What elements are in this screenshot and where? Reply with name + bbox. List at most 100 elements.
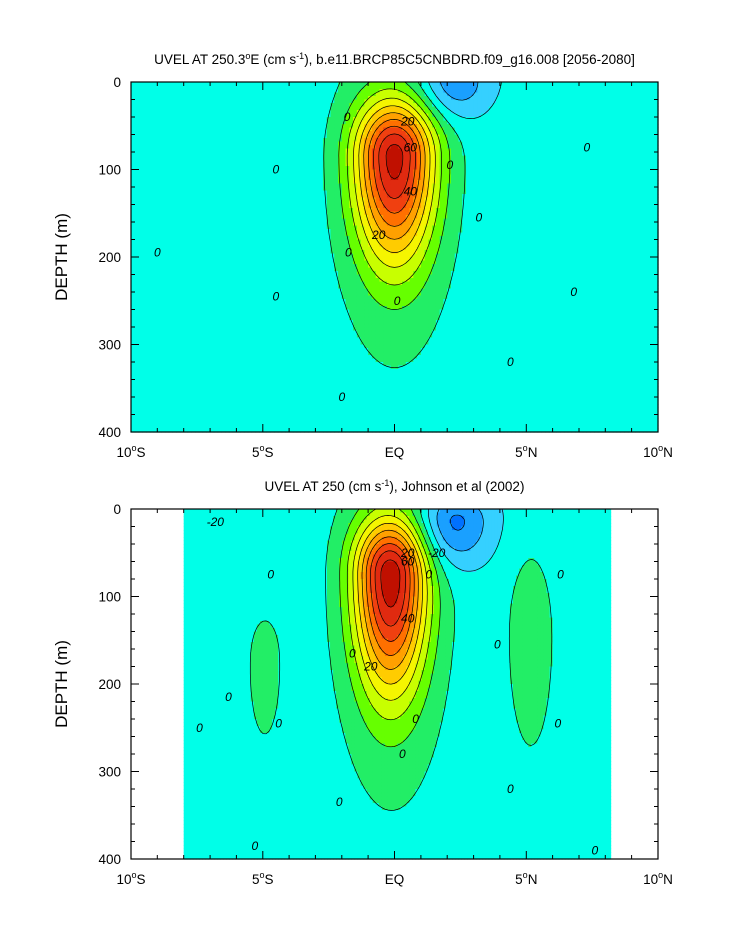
- contour-cell: [277, 386, 283, 391]
- contour-cell: [236, 418, 241, 423]
- contour-cell: [236, 197, 241, 202]
- contour-cell: [191, 302, 196, 307]
- contour-cell: [138, 236, 143, 241]
- contour-cell: [247, 320, 253, 325]
- contour-cell: [311, 169, 317, 174]
- contour-cell: [146, 257, 151, 262]
- contour-cell: [300, 390, 305, 395]
- contour-cell: [274, 302, 279, 307]
- contour-cell: [134, 239, 140, 244]
- contour-cell: [307, 148, 313, 153]
- contour-cell: [191, 201, 196, 206]
- contour-cell: [172, 173, 177, 178]
- contour-cell: [142, 99, 147, 104]
- contour-cell: [315, 260, 320, 265]
- contour-cell: [183, 243, 189, 248]
- contour-cell: [270, 124, 275, 129]
- contour-cell: [146, 379, 151, 384]
- contour-cell: [228, 85, 234, 90]
- contour-cell: [258, 204, 264, 209]
- contour-cell: [183, 208, 189, 213]
- contour-cell: [258, 407, 264, 412]
- contour-cell: [228, 113, 234, 118]
- contour-cell: [134, 404, 140, 409]
- contour-cell: [300, 145, 305, 150]
- contour-cell: [289, 211, 294, 216]
- contour-cell: [285, 229, 290, 234]
- contour-cell: [146, 253, 151, 258]
- contour-cell: [311, 243, 317, 248]
- contour-cell: [225, 85, 230, 90]
- contour-cell: [307, 260, 313, 265]
- contour-cell: [194, 292, 200, 297]
- contour-cell: [232, 292, 237, 297]
- contour-cell: [221, 145, 226, 150]
- contour-cell: [240, 267, 245, 272]
- contour-cell: [277, 355, 283, 360]
- contour-cell: [172, 232, 177, 237]
- contour-cell: [142, 246, 147, 251]
- contour-cell: [300, 334, 305, 339]
- contour-cell: [266, 299, 271, 304]
- contour-cell: [161, 194, 166, 199]
- contour-cell: [300, 323, 305, 328]
- contour-cell: [300, 281, 305, 286]
- contour-cell: [191, 288, 196, 293]
- contour-cell: [142, 222, 147, 227]
- contour-cell: [153, 295, 158, 300]
- contour-cell: [217, 355, 222, 360]
- contour-cell: [194, 155, 200, 160]
- contour-cell: [289, 99, 294, 104]
- contour-cell: [285, 194, 290, 199]
- contour-cell: [157, 183, 162, 188]
- contour-cell: [131, 215, 136, 220]
- contour-cell: [236, 320, 241, 325]
- contour-cell: [232, 260, 237, 265]
- contour-cell: [251, 390, 256, 395]
- contour-cell: [183, 162, 189, 167]
- contour-cell: [179, 187, 185, 192]
- contour-cell: [307, 386, 313, 391]
- contour-cell: [225, 141, 230, 146]
- contour-cell: [266, 222, 271, 227]
- contour-cell: [315, 313, 320, 318]
- contour-cell: [315, 127, 320, 132]
- contour-cell: [281, 253, 286, 258]
- contour-cell: [176, 141, 181, 146]
- contour-cell: [194, 281, 200, 286]
- contour-cell: [247, 159, 253, 164]
- contour-cell: [198, 106, 204, 111]
- contour-cell: [187, 404, 192, 409]
- contour-cell: [262, 372, 268, 377]
- contour-cell: [153, 362, 158, 367]
- contour-cell: [311, 124, 317, 129]
- contour-cell: [176, 414, 181, 419]
- contour-cell: [183, 148, 189, 153]
- contour-cell: [243, 302, 249, 307]
- contour-cell: [289, 323, 294, 328]
- contour-cell: [176, 400, 181, 405]
- contour-cell: [304, 351, 309, 356]
- contour-cell: [179, 155, 185, 160]
- contour-cell: [210, 334, 215, 339]
- contour-cell: [304, 274, 309, 279]
- contour-cell: [146, 344, 151, 349]
- contour-cell: [149, 250, 155, 255]
- contour-cell: [277, 194, 283, 199]
- contour-cell: [240, 131, 245, 136]
- contour-cell: [168, 134, 173, 139]
- contour-cell: [262, 376, 268, 381]
- contour-cell: [232, 106, 237, 111]
- contour-cell: [281, 330, 286, 335]
- contour-cell: [213, 302, 219, 307]
- contour-cell: [232, 176, 237, 181]
- contour-cell: [213, 383, 219, 388]
- contour-cell: [183, 292, 189, 297]
- contour-cell: [281, 166, 286, 171]
- contour-cell: [232, 253, 237, 258]
- contour-cell: [296, 299, 301, 304]
- contour-cell: [251, 285, 256, 290]
- contour-cell: [296, 425, 301, 430]
- contour-cell: [281, 348, 286, 353]
- contour-cell: [149, 239, 155, 244]
